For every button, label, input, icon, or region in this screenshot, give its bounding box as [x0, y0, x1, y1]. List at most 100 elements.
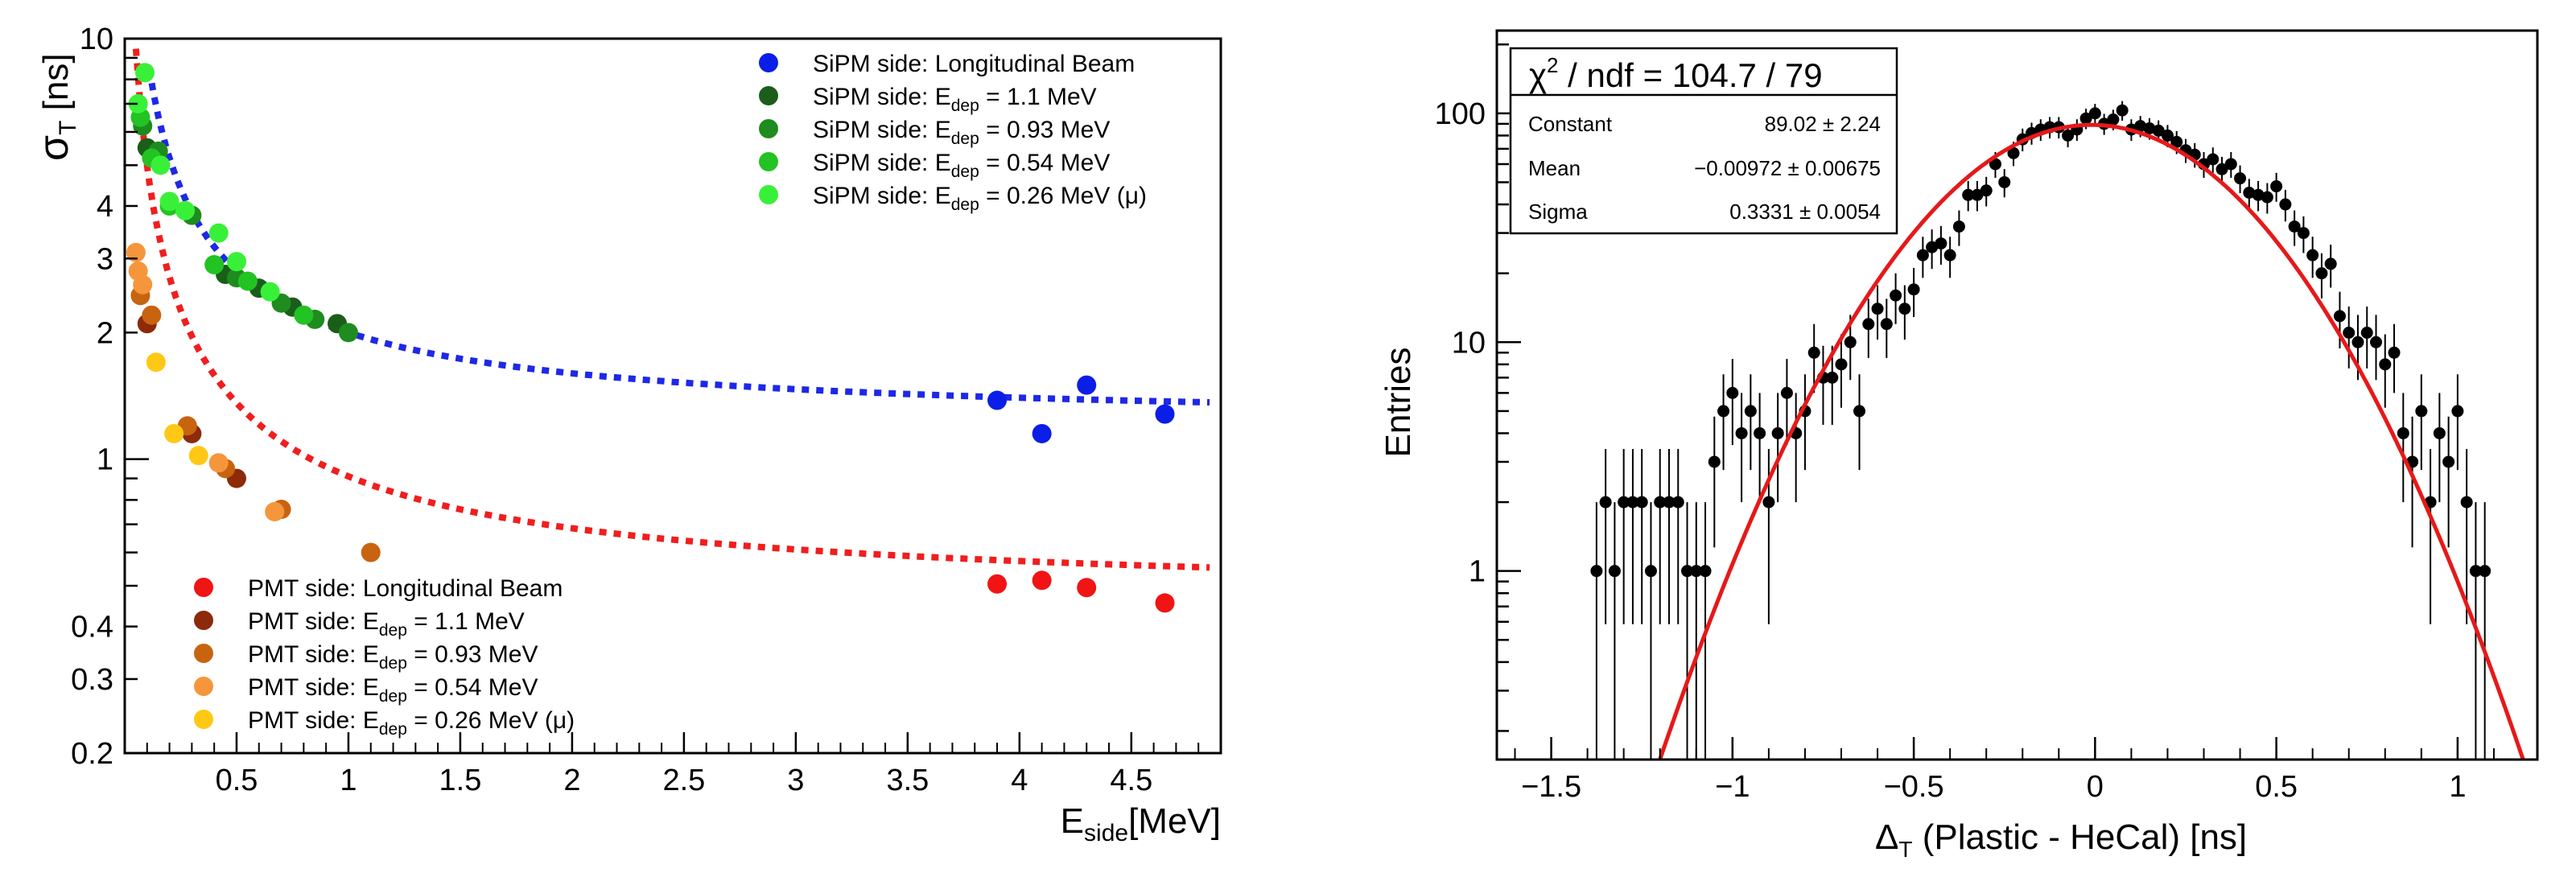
- histogram-point: [2315, 267, 2328, 280]
- legend-marker: [759, 86, 778, 105]
- legend-marker: [194, 578, 213, 597]
- right-x-tick-label: 0: [2087, 770, 2104, 804]
- legend-label: PMT side: Edep = 0.26 MeV (μ): [248, 707, 575, 739]
- data-point: [237, 271, 258, 291]
- data-point: [146, 352, 166, 373]
- right-x-tick-label: −1.5: [1521, 770, 1581, 804]
- histogram-point: [2224, 158, 2237, 171]
- histogram-point: [1626, 496, 1639, 509]
- histogram-point: [2088, 107, 2101, 120]
- data-point: [126, 242, 146, 262]
- histogram-point: [2279, 198, 2292, 211]
- histogram-point: [2324, 257, 2337, 270]
- histogram-point: [1771, 426, 1784, 439]
- left-x-tick-label: 3.5: [886, 764, 929, 797]
- data-point: [987, 390, 1008, 410]
- histogram-point: [1943, 249, 1956, 261]
- histogram-point: [1890, 289, 1902, 302]
- histogram-point: [1644, 565, 1657, 578]
- data-point: [208, 223, 229, 243]
- left-y-tick-label: 2: [97, 316, 113, 350]
- right-panel: −1.5 −1 −0.5 0 0.5 1 1 10 100 χ2 / ndf = 104.7 /…: [1379, 29, 2539, 862]
- legend-marker: [759, 185, 778, 204]
- histogram-point: [1807, 346, 1820, 359]
- left-y-tick-label: 0.2: [71, 737, 113, 771]
- histogram-point: [1926, 241, 1939, 253]
- histogram-point: [1690, 565, 1703, 578]
- left-x-tick-label: 4: [1011, 764, 1028, 797]
- histogram-point: [2134, 120, 2147, 133]
- histogram-point: [1844, 336, 1857, 348]
- histogram-point: [2270, 180, 2283, 193]
- histogram-point: [1989, 158, 2001, 171]
- right-y-tick-label: 100: [1435, 97, 1486, 131]
- legend-label: PMT side: Longitudinal Beam: [248, 575, 563, 602]
- histogram-point: [2343, 327, 2355, 340]
- right-y-axis-label: Entries: [1379, 348, 1418, 458]
- left-y-tick-label: 10: [80, 23, 113, 56]
- histogram-point: [1663, 496, 1675, 509]
- histogram-point: [2288, 220, 2301, 233]
- data-point: [150, 155, 171, 175]
- left-y-tick-label: 0.4: [71, 611, 113, 644]
- stat-mean-value: −0.00972 ± 0.00675: [1694, 156, 1881, 180]
- legend-label: SiPM side: Edep = 0.93 MeV: [813, 117, 1110, 148]
- left-y-tick-label: 3: [97, 242, 113, 276]
- histogram-point: [1608, 565, 1621, 578]
- histogram-point: [2215, 163, 2228, 175]
- gaussian-fit-curve: [1658, 122, 2525, 760]
- histogram-point: [1599, 496, 1612, 509]
- fit-stats-box: χ2 / ndf = 104.7 / 79 Constant 89.02 ± 2…: [1509, 47, 1898, 235]
- left-y-tick-label: 4: [97, 190, 113, 224]
- histogram-point: [1735, 426, 1748, 439]
- histogram-point: [1681, 565, 1694, 578]
- data-point: [175, 200, 196, 220]
- left-plot-frame: [123, 37, 1222, 755]
- data-point: [208, 453, 229, 473]
- legend-label: PMT side: Edep = 0.54 MeV: [248, 674, 538, 706]
- stat-sigma-label: Sigma: [1528, 200, 1588, 224]
- legend-marker: [194, 611, 213, 630]
- legend-label: SiPM side: Edep = 0.26 MeV (μ): [813, 183, 1147, 214]
- histogram-point: [1980, 184, 1993, 197]
- stat-constant-label: Constant: [1528, 112, 1613, 136]
- histogram-point: [1654, 496, 1667, 509]
- legend-marker: [194, 710, 213, 729]
- stat-mean-label: Mean: [1528, 156, 1581, 180]
- legend-marker: [194, 677, 213, 696]
- right-y-tick-label: 1: [1469, 555, 1486, 589]
- histogram-point: [2442, 455, 2455, 468]
- right-plot-frame: [1495, 29, 2539, 761]
- histogram-point: [2333, 310, 2346, 323]
- histogram-point: [2479, 565, 2492, 578]
- left-y-tick-label: 1: [97, 443, 113, 477]
- data-point: [159, 191, 179, 212]
- fit-curve: [132, 48, 1210, 571]
- histogram-point: [2469, 565, 2482, 578]
- histogram-point: [1907, 283, 1920, 296]
- histogram-point: [1717, 405, 1730, 418]
- left-x-axis-label: Eside[MeV]: [1061, 801, 1221, 846]
- histogram-point: [1971, 188, 1984, 201]
- left-y-tick-label: 0.3: [71, 663, 113, 697]
- data-point: [188, 446, 208, 466]
- histogram-point: [1762, 496, 1775, 509]
- histogram-point: [2351, 336, 2364, 348]
- histogram-point: [1754, 426, 1766, 439]
- left-x-tick-label: 2: [563, 764, 580, 797]
- histogram-point: [1935, 237, 1947, 250]
- legend-marker: [759, 119, 778, 138]
- histogram-point: [2415, 405, 2428, 418]
- data-point: [1155, 593, 1175, 613]
- data-point: [265, 501, 285, 521]
- histogram-point: [2243, 187, 2256, 200]
- left-x-tick-label: 3: [787, 764, 804, 797]
- histogram-point: [2460, 496, 2473, 509]
- histogram-point: [1898, 303, 1911, 315]
- histogram-point: [1780, 386, 1793, 399]
- data-point: [135, 63, 155, 83]
- right-x-tick-label: −1: [1715, 770, 1750, 804]
- stat-sigma-value: 0.3331 ± 0.0054: [1729, 200, 1881, 224]
- left-panel: 0.5 1 1.5 2 2.5 3 3.5 4 4.5 0.2 0.3 0.4 1 2 3 4 10 SiPM …: [31, 23, 1222, 846]
- histogram-point: [1880, 318, 1893, 331]
